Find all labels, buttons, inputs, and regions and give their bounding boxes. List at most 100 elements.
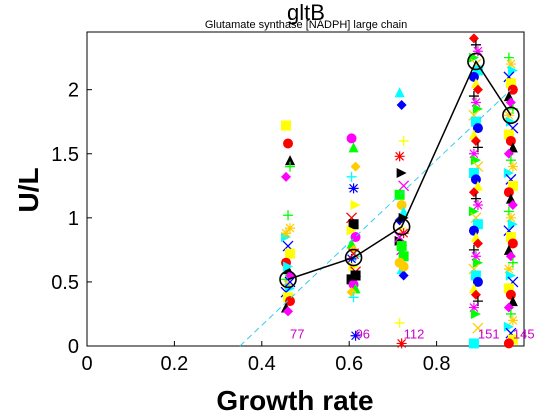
data-point [470,251,481,262]
data-point [468,225,479,236]
y-axis-ticks: 0 0.5 1 1.5 2 [51,80,92,358]
data-point [470,97,481,108]
y-tick-label: 0 [68,336,79,358]
data-point [472,123,483,134]
data-point [346,171,357,182]
y-tick-label: 1.5 [51,144,79,166]
data-point [472,142,483,153]
data-point [350,200,361,211]
chart-subtitle: Glutamate synthase [NADPH] large chain [205,19,407,31]
data-point [398,135,409,146]
data-point [470,308,481,319]
x-tick-label: 0.6 [335,353,363,375]
data-marks [280,33,519,349]
data-point [285,296,296,307]
data-point [503,206,514,217]
y-tick-label: 1 [68,208,79,230]
count-label: 77 [290,326,304,341]
data-point [394,87,405,98]
data-point [505,135,516,146]
mean-series-group [279,52,520,289]
data-point [350,270,361,281]
data-point [507,84,518,95]
data-point [505,59,516,70]
data-point [470,174,481,185]
data-point [398,180,410,192]
data-point [283,210,294,221]
data-point [283,261,294,272]
data-point [398,270,409,281]
count-label: 96 [356,326,370,341]
data-point [505,232,516,243]
data-point [505,308,516,319]
data-point [283,306,294,317]
data-point [503,264,514,275]
count-label: 145 [513,326,535,341]
count-label: 151 [478,326,500,341]
data-point [468,302,479,313]
data-point [507,219,518,230]
data-point [398,251,409,262]
x-tick-label: 0.2 [160,353,188,375]
x-axis-title: Growth rate [216,385,373,416]
data-point [396,338,407,349]
fit-line [239,89,512,347]
data-point [503,110,514,121]
data-point [285,155,296,166]
fit-line-group [239,89,512,347]
x-axis-ticks: 0 0.2 0.4 0.6 0.8 [81,341,451,375]
data-point [472,219,483,230]
data-point [396,100,407,111]
data-point [348,219,359,230]
count-label: 112 [404,326,425,341]
data-point [468,91,479,102]
data-point [472,276,483,287]
data-point [472,296,483,307]
data-point [503,52,514,63]
data-point [472,65,483,76]
data-point [472,257,483,268]
data-point [505,78,516,89]
data-point [396,241,407,252]
data-point [470,39,481,50]
data-point [507,65,518,76]
data-point [472,200,483,211]
data-point [503,338,514,349]
data-point [507,257,518,268]
data-point [350,330,361,341]
mean-point [392,218,411,236]
data-point [507,142,518,153]
mean-point [502,106,520,125]
data-point [507,180,518,191]
data-point [505,289,516,300]
y-tick-label: 2 [68,80,79,102]
mean-point [344,248,363,267]
data-point [398,212,409,223]
y-tick-label: 0.5 [51,272,79,294]
data-point [396,167,407,178]
data-point [507,161,518,172]
data-point [472,84,483,95]
data-point [472,46,483,57]
data-point [505,212,516,223]
data-point [503,129,514,140]
data-point [281,228,292,239]
data-point [472,103,483,114]
data-point [348,261,359,272]
mean-line [287,59,512,281]
data-point [470,270,481,281]
data-point [350,161,361,172]
data-point [281,120,292,131]
data-point [346,225,357,236]
data-point [398,206,409,217]
data-point [507,334,518,345]
data-point [346,133,357,144]
data-point [348,292,359,303]
data-point [285,223,296,234]
data-point [507,296,518,307]
data-point [348,183,359,194]
data-point [468,244,479,255]
data-point [470,193,481,204]
data-point [472,322,484,334]
data-point [507,200,518,211]
